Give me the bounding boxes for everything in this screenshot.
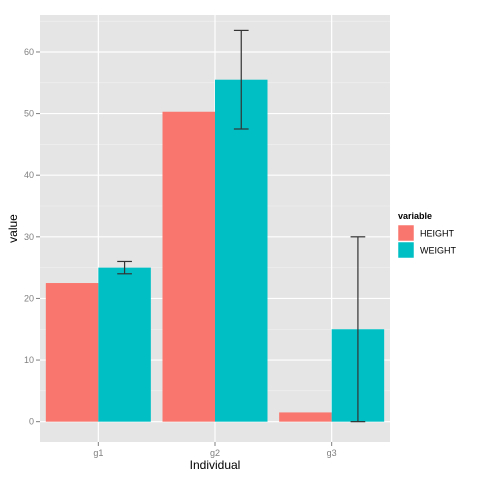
y-tick-label: 50 (24, 109, 34, 119)
error-bar-g1 (117, 260, 132, 275)
error-bar-g2 (233, 29, 249, 130)
bar-weight-g2 (215, 79, 268, 422)
x-tick-label: g2 (210, 448, 220, 458)
y-tick-label: 0 (29, 417, 34, 427)
bar-weight-g1 (98, 267, 151, 422)
legend: variable HEIGHT WEIGHT (397, 211, 456, 259)
bar-height-g1 (45, 283, 99, 422)
y-tick-label: 60 (24, 47, 34, 57)
bars (45, 79, 385, 422)
legend-title: variable (398, 211, 432, 221)
bar-height-g3 (279, 412, 332, 422)
error-bar-g3 (350, 236, 366, 423)
legend-label-weight: WEIGHT (420, 246, 456, 256)
y-axis: 0 10 20 30 40 50 60 (24, 47, 40, 427)
y-tick-label: 20 (24, 293, 34, 303)
legend-key-height (397, 224, 415, 242)
y-axis-title: value (6, 214, 20, 243)
x-tick-label: g3 (327, 448, 337, 458)
bar-height-g2 (162, 111, 215, 422)
x-axis: g1 g2 g3 (93, 442, 337, 458)
legend-label-height: HEIGHT (420, 229, 455, 239)
y-tick-label: 30 (24, 232, 34, 242)
y-tick-label: 10 (24, 355, 34, 365)
y-tick-label: 40 (24, 170, 34, 180)
x-tick-label: g1 (93, 448, 103, 458)
x-axis-title: Individual (190, 458, 241, 472)
error-bars (117, 29, 366, 423)
legend-key-weight (397, 241, 415, 259)
